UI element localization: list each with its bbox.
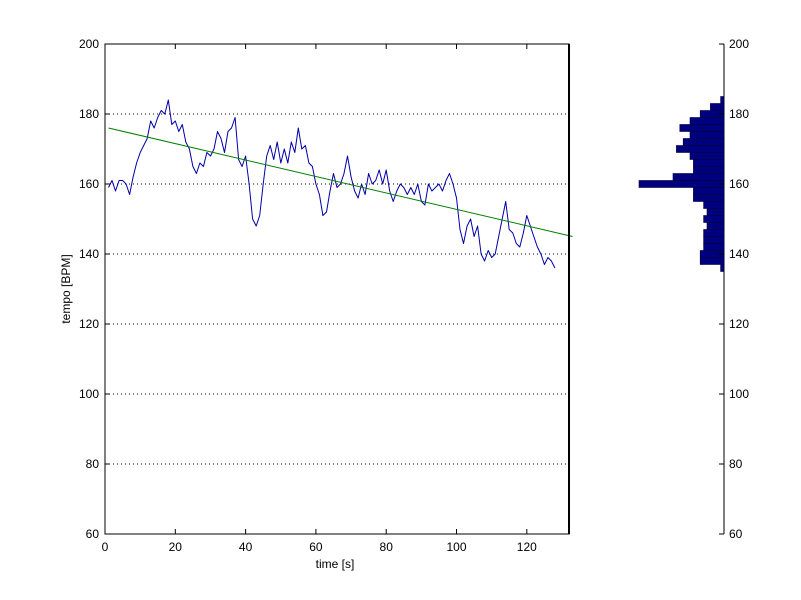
y-tick-label: 160 [79, 177, 99, 191]
histogram-bar [682, 138, 725, 146]
histogram-bar [689, 117, 725, 125]
histogram-bar [720, 264, 725, 272]
histogram-bar [638, 180, 725, 188]
y-tick-label: 200 [79, 37, 99, 51]
x-tick-label: 20 [169, 540, 183, 554]
histogram-tick-label: 180 [729, 107, 749, 121]
histogram-bar [689, 131, 725, 139]
tempo-line-plot: 60 80 100 120 140 160 180 200 0 20 40 60 80 100 120 ti… [59, 37, 573, 571]
x-tick-label: 100 [446, 540, 466, 554]
histogram-bar [703, 229, 725, 237]
main-ticks: 60 80 100 120 140 160 180 200 0 20 40 60 80 100 120 [79, 37, 537, 554]
histogram-bar [693, 194, 725, 202]
histogram-bar [689, 152, 725, 160]
histogram-tick-label: 160 [729, 177, 749, 191]
histogram-tick-label: 140 [729, 247, 749, 261]
y-tick-label: 60 [86, 527, 100, 541]
y-tick-label: 140 [79, 247, 99, 261]
y-tick-label: 80 [86, 457, 100, 471]
x-axis-label: time [s] [316, 557, 355, 571]
x-tick-label: 120 [517, 540, 537, 554]
histogram-bar [672, 173, 725, 181]
histogram-bar [679, 124, 725, 132]
x-tick-label: 0 [102, 540, 109, 554]
tempo-series-line [108, 99, 556, 269]
histogram-bar [693, 166, 725, 174]
y-tick-label: 120 [79, 317, 99, 331]
histogram-bar [676, 145, 725, 153]
y-axis-label: tempo [BPM] [59, 254, 73, 323]
histogram-bars [638, 96, 725, 272]
x-tick-label: 80 [380, 540, 394, 554]
tempo-histogram: 60 80 100 120 140 160 180 200 [638, 37, 749, 541]
x-tick-label: 40 [239, 540, 253, 554]
histogram-bar [706, 208, 725, 216]
histogram-tick-label: 100 [729, 387, 749, 401]
histogram-bar [706, 222, 725, 230]
histogram-bar [703, 243, 725, 251]
histogram-bar [720, 96, 725, 104]
histogram-tick-label: 60 [729, 527, 743, 541]
y-tick-label: 100 [79, 387, 99, 401]
histogram-tick-label: 120 [729, 317, 749, 331]
histogram-bar [710, 103, 725, 111]
y-tick-label: 180 [79, 107, 99, 121]
histogram-bar [693, 159, 725, 167]
histogram-bar [699, 257, 725, 265]
histogram-tick-label: 200 [729, 37, 749, 51]
histogram-bar [703, 236, 725, 244]
x-tick-label: 60 [309, 540, 323, 554]
main-plot-frame [104, 43, 570, 535]
main-gridlines [105, 113, 569, 465]
histogram-bar [703, 215, 725, 223]
histogram-tick-label: 80 [729, 457, 743, 471]
histogram-ticks: 60 80 100 120 140 160 180 200 [719, 37, 749, 541]
histogram-bar [693, 187, 725, 195]
main-series [108, 99, 573, 269]
histogram-bar [703, 201, 725, 209]
trend-line [108, 127, 573, 237]
